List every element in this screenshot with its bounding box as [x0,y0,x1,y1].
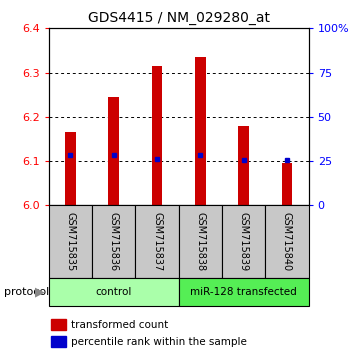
Bar [282,163,292,205]
Title: GDS4415 / NM_029280_at: GDS4415 / NM_029280_at [88,11,270,24]
Text: ▶: ▶ [35,286,45,298]
Bar [49,205,92,278]
Text: GSM715836: GSM715836 [109,212,119,271]
Bar [49,278,179,306]
Text: control: control [96,287,132,297]
Bar [92,205,135,278]
Bar [238,126,249,205]
Text: GSM715839: GSM715839 [239,212,249,271]
Text: transformed count: transformed count [71,320,168,330]
Bar [179,205,222,278]
Bar [51,319,66,330]
Bar [265,205,309,278]
Text: protocol: protocol [4,287,49,297]
Text: miR-128 transfected: miR-128 transfected [190,287,297,297]
Bar [152,66,162,205]
Bar [108,97,119,205]
Text: GSM715840: GSM715840 [282,212,292,271]
Text: percentile rank within the sample: percentile rank within the sample [71,337,247,347]
Bar [65,132,76,205]
Bar [179,278,309,306]
Bar [51,336,66,347]
Bar [195,57,206,205]
Text: GSM715835: GSM715835 [65,212,75,271]
Bar [222,205,265,278]
Bar [135,205,179,278]
Text: GSM715838: GSM715838 [195,212,205,271]
Text: GSM715837: GSM715837 [152,212,162,271]
